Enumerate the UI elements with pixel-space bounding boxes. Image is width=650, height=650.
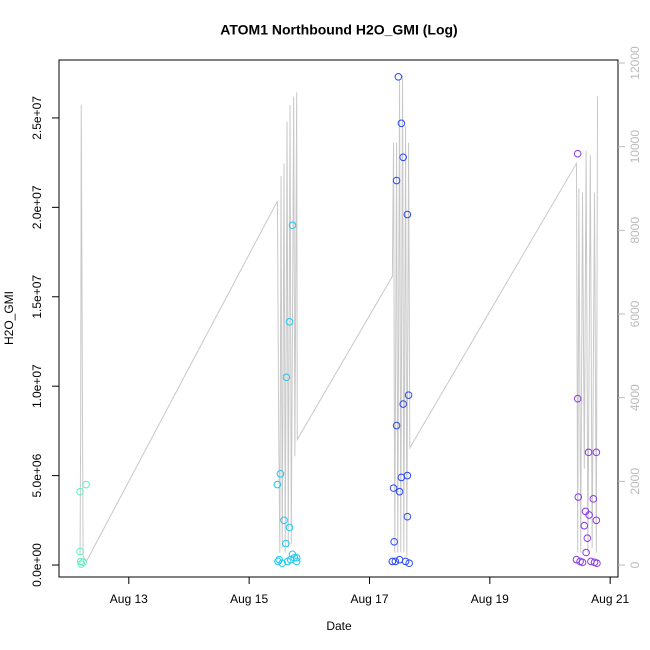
point (394, 73, 403, 81)
point (573, 394, 582, 403)
y-axis-label: H2O_GMI (2, 291, 16, 345)
point (399, 400, 407, 408)
point (285, 318, 294, 326)
y2-tick-label: 6000 (628, 300, 642, 327)
point (574, 493, 583, 501)
point (292, 554, 301, 562)
point (573, 149, 582, 158)
point (282, 539, 290, 548)
point (399, 153, 407, 162)
y-tick-label: 5.0e+06 (30, 453, 44, 497)
point (392, 176, 401, 185)
chart-title: ATOM1 Northbound H2O_GMI (Log) (220, 22, 457, 38)
y-tick-label: 2.0e+07 (30, 185, 44, 229)
y-tick-label: 2.5e+07 (30, 96, 44, 140)
point (403, 471, 412, 480)
point (572, 555, 581, 564)
point (582, 548, 590, 557)
x-tick-label: Aug 21 (591, 592, 629, 606)
point (592, 516, 601, 525)
point (288, 221, 297, 230)
point (592, 448, 601, 457)
point (405, 559, 414, 568)
point (273, 480, 282, 489)
point (584, 448, 593, 457)
y2-tick-label: 0 (628, 561, 642, 568)
point (390, 537, 398, 546)
point (403, 210, 412, 219)
point (389, 484, 398, 492)
point (282, 373, 291, 382)
x-tick-label: Aug 19 (471, 592, 509, 606)
point (580, 521, 589, 530)
point (79, 558, 87, 567)
point (403, 512, 412, 521)
y-tick-label: 0.0e+00 (30, 543, 44, 587)
point (391, 557, 400, 566)
point (76, 487, 84, 496)
point (276, 470, 285, 478)
point (404, 391, 413, 399)
y2-tick-label: 8000 (628, 217, 642, 244)
point (82, 480, 90, 489)
point (401, 557, 410, 566)
point (397, 119, 406, 128)
point (578, 558, 587, 567)
point (77, 560, 86, 568)
x-axis-label: Date (326, 619, 352, 633)
point (392, 421, 401, 430)
point (76, 547, 84, 556)
point (593, 559, 601, 568)
x-tick-label: Aug 17 (350, 592, 388, 606)
y2-tick-label: 10000 (628, 130, 642, 164)
point (285, 523, 294, 532)
point (589, 495, 598, 503)
y2-tick-label: 12000 (628, 46, 642, 80)
point (274, 557, 282, 566)
point (585, 511, 593, 519)
y2-tick-label: 4000 (628, 384, 642, 411)
point (278, 559, 287, 568)
point (280, 516, 288, 525)
point (395, 487, 404, 496)
x-tick-label: Aug 13 (110, 592, 148, 606)
line-series (79, 75, 599, 562)
y2-tick-label: 2000 (628, 468, 642, 495)
point (388, 557, 397, 566)
plot-frame (58, 59, 619, 578)
y-tick-label: 1.5e+07 (30, 275, 44, 319)
x-tick-label: Aug 15 (230, 592, 268, 606)
point (583, 534, 592, 542)
point (292, 557, 301, 566)
y-tick-label: 1.0e+07 (30, 364, 44, 408)
